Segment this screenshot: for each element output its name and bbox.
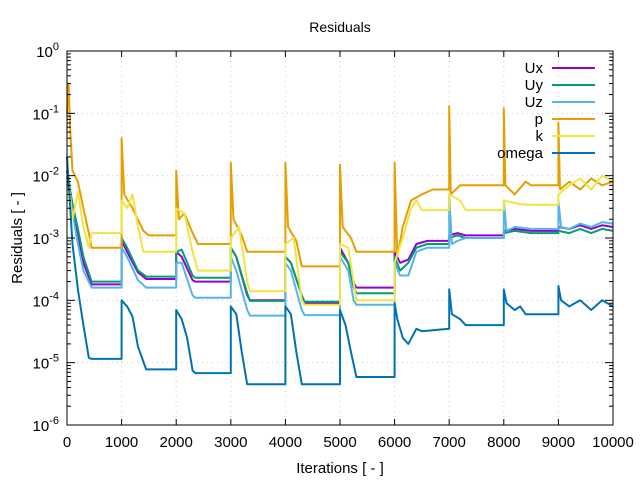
y-tick-base: 10 <box>33 293 50 310</box>
series-layer <box>66 82 614 386</box>
legend-label-uy: Uy <box>525 77 544 94</box>
legend-label-ux: Ux <box>525 60 544 77</box>
axis-ticks: 0 1000 2000 3000 4000 5000 6000 7000 8000 9000 100… <box>33 41 634 451</box>
x-tick-label: 5000 <box>323 434 356 451</box>
y-tick-label: 10-5 <box>33 353 59 373</box>
y-tick-label: 10-4 <box>33 290 59 310</box>
y-tick-base: 10 <box>33 106 50 123</box>
legend-label-p: p <box>535 111 543 128</box>
chart-title: Residuals <box>309 19 370 35</box>
y-tick-base: 10 <box>33 169 50 186</box>
x-tick-label: 6000 <box>378 434 411 451</box>
y-tick-base: 10 <box>33 418 50 435</box>
y-tick-label: 10-3 <box>33 228 59 248</box>
x-axis-label: Iterations [ - ] <box>296 460 384 477</box>
y-tick-exponent: -2 <box>49 166 59 178</box>
x-tick-label: 4000 <box>269 434 302 451</box>
y-tick-exponent: -3 <box>49 228 59 240</box>
y-tick-exponent: -4 <box>49 290 59 302</box>
y-tick-label: 10-2 <box>33 166 59 186</box>
x-tick-label: 8000 <box>487 434 520 451</box>
y-tick-exponent: -5 <box>49 353 59 365</box>
y-tick-exponent: -6 <box>49 415 59 427</box>
legend-label-k: k <box>536 128 544 145</box>
series-line-k <box>66 164 614 306</box>
y-axis-label: Residuals [ - ] <box>9 192 26 284</box>
y-tick-exponent: 0 <box>53 41 59 53</box>
x-tick-label: 10000 <box>592 434 634 451</box>
x-tick-label: 2000 <box>160 434 193 451</box>
y-tick-exponent: -1 <box>49 103 59 115</box>
y-tick-label: 10-1 <box>33 103 59 123</box>
y-tick-base: 10 <box>33 356 50 373</box>
y-tick-label: 100 <box>36 41 59 61</box>
series-line-uz <box>66 175 614 317</box>
y-tick-label: 10-6 <box>33 415 59 435</box>
x-tick-label: 0 <box>63 434 71 451</box>
x-tick-label: 9000 <box>542 434 575 451</box>
y-tick-base: 10 <box>36 44 53 61</box>
legend-label-omega: omega <box>497 145 544 162</box>
series-line-p <box>66 82 614 268</box>
grid <box>67 51 613 425</box>
legend-label-uz: Uz <box>525 94 543 111</box>
y-tick-base: 10 <box>33 231 50 248</box>
x-tick-label: 7000 <box>433 434 466 451</box>
series-line-omega <box>66 156 614 386</box>
x-tick-label: 1000 <box>105 434 138 451</box>
x-tick-label: 3000 <box>214 434 247 451</box>
